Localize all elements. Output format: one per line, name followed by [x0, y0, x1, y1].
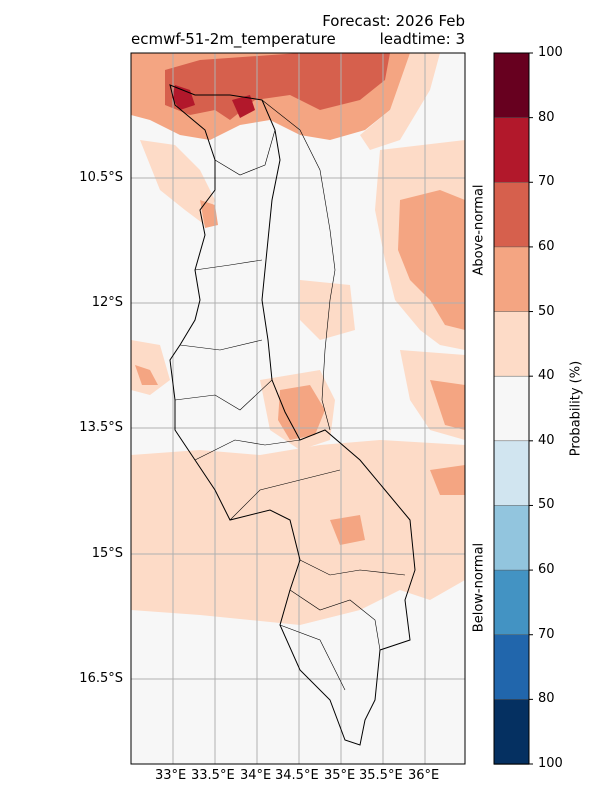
colorbar-segment [493, 634, 530, 701]
lon-tick: 35°E [324, 768, 356, 783]
colorbar-tick: 100 [538, 756, 563, 771]
colorbar-tick: 70 [538, 174, 555, 190]
below-normal-label: Below-normal [471, 542, 487, 633]
colorbar-frame [493, 52, 530, 765]
colorbar-segment [493, 52, 530, 119]
colorbar-tick: 50 [538, 303, 555, 319]
lon-tick: 34.5°E [275, 768, 319, 783]
lon-tick: 36°E [408, 768, 440, 783]
colorbar-segment [493, 569, 530, 636]
lon-tick: 33.5°E [191, 768, 235, 783]
lon-tick: 35.5°E [359, 768, 403, 783]
map-frame [130, 52, 466, 765]
colorbar-tick: 100 [538, 45, 563, 60]
probability-field [131, 53, 465, 764]
colorbar-segment [493, 375, 530, 442]
colorbar-tick: 80 [538, 109, 555, 125]
colorbar-tick: 70 [538, 626, 555, 642]
colorbar-segment [493, 246, 530, 313]
lon-tick: 34°E [240, 768, 272, 783]
gridlines [131, 53, 465, 764]
colorbar-tick: 50 [538, 497, 555, 513]
colorbar-tick: 60 [538, 562, 555, 578]
lat-tick: 10.5°S [79, 170, 123, 185]
lat-tick: 12°S [91, 295, 123, 310]
colorbar-tick: 40 [538, 432, 555, 448]
colorbar-segment [493, 311, 530, 377]
colorbar-segment [493, 182, 530, 248]
forecast-date: Forecast: 2026 Feb [322, 12, 465, 30]
lat-tick: 13.5°S [79, 420, 123, 435]
above-normal-label: Above-normal [471, 184, 487, 276]
colorbar-segment [493, 117, 530, 184]
colorbar-segment [493, 699, 530, 765]
colorbar-tick: 40 [538, 368, 555, 384]
colorbar-tick: 60 [538, 238, 555, 254]
colorbar-segment [493, 440, 530, 507]
lon-tick: 33°E [155, 768, 187, 783]
colorbar-tick: 80 [538, 691, 555, 707]
colorbar-segment [493, 505, 530, 571]
colorbar [493, 52, 533, 765]
lat-tick: 15°S [91, 546, 123, 561]
lat-tick: 16.5°S [79, 671, 123, 686]
leadtime: leadtime: 3 [379, 30, 465, 48]
colorbar-label: Probability (%) [568, 360, 584, 457]
model-title: ecmwf-51-2m_temperature [131, 30, 336, 48]
malawi-border [169, 84, 416, 746]
